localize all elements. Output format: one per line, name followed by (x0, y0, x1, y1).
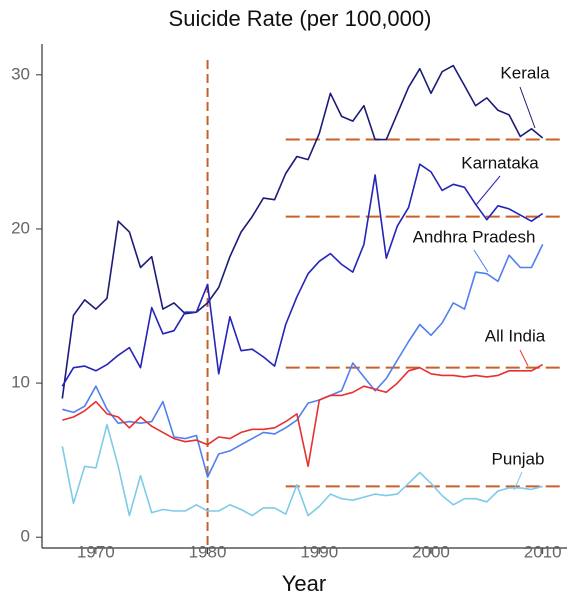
x-tick-label: 2000 (412, 542, 450, 561)
label-leader (519, 349, 529, 367)
series-line (62, 244, 544, 478)
series-line (62, 363, 544, 468)
series-line (61, 64, 544, 399)
series-label: All India (485, 326, 546, 345)
x-axis-label: Year (282, 571, 326, 596)
label-leader (473, 249, 489, 273)
x-tick-label: 1970 (77, 542, 115, 561)
y-tick-label: 20 (11, 218, 30, 237)
chart-title: Suicide Rate (per 100,000) (169, 6, 432, 31)
y-tick-label: 0 (21, 527, 30, 546)
label-leader (519, 86, 536, 129)
series-line (61, 423, 543, 517)
series-label: Karnataka (461, 153, 539, 172)
x-tick-label: 1980 (189, 542, 227, 561)
y-tick-label: 30 (11, 64, 30, 83)
series-label: Punjab (492, 449, 545, 468)
y-tick-label: 10 (11, 373, 30, 392)
series-label: Andhra Pradesh (413, 227, 536, 246)
label-leader (513, 471, 523, 491)
x-tick-label: 1990 (300, 542, 338, 561)
series-label: Kerala (500, 63, 550, 82)
x-tick-label: 2010 (524, 542, 562, 561)
series-line (61, 163, 544, 387)
label-leader (475, 175, 501, 206)
